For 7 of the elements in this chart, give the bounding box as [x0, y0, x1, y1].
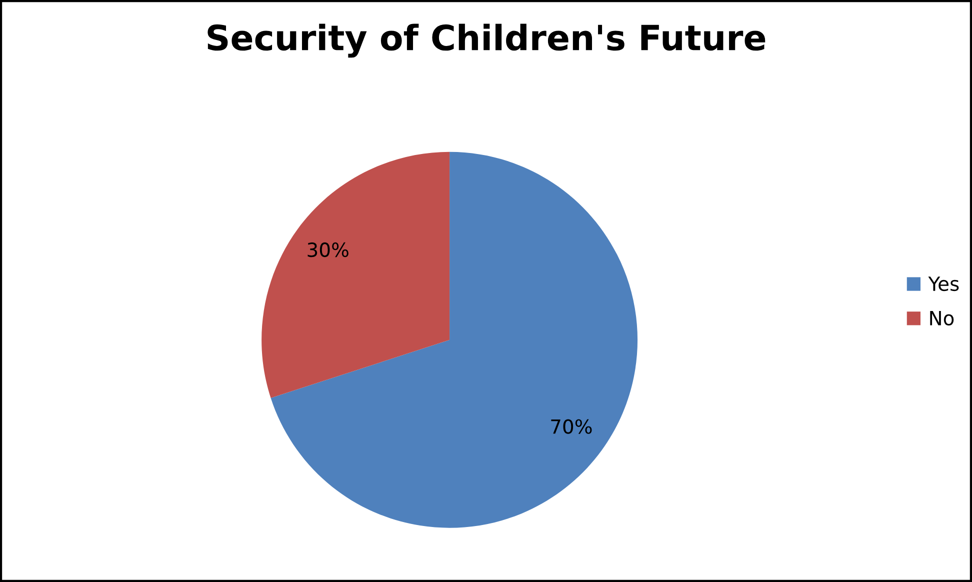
data-label: 30% — [308, 242, 348, 258]
chart-title: Security of Children's Future — [208, 24, 766, 58]
data-label: 70% — [551, 419, 592, 434]
pie-slice — [270, 152, 638, 528]
pie-slice — [262, 152, 450, 398]
legend-label: No — [930, 311, 954, 326]
legend-label: Yes — [928, 276, 959, 292]
